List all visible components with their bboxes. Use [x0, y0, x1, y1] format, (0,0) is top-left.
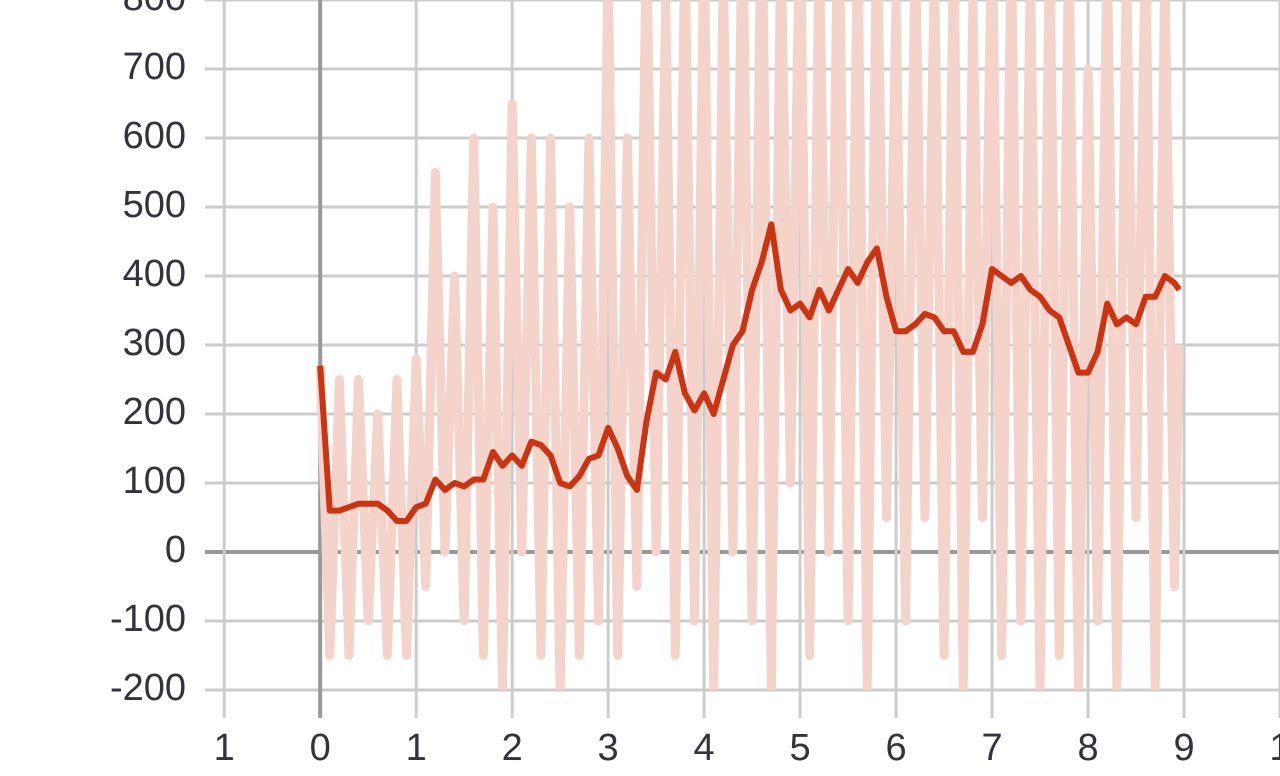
y-tick-label: 0 [165, 529, 186, 571]
y-tick-label: 300 [123, 322, 186, 364]
y-tick-label: -100 [110, 598, 186, 640]
y-tick-label: 400 [123, 253, 186, 295]
x-tick-label: 1 [214, 727, 235, 769]
x-tick-label: 4 [694, 727, 715, 769]
y-tick-label: 800 [123, 0, 186, 19]
raw-series [315, 0, 1184, 690]
x-tick-label: 8 [1077, 727, 1098, 769]
smoothed-series [317, 221, 1182, 524]
y-tick-label: -200 [110, 667, 186, 709]
x-tick-label: 0 [310, 727, 331, 769]
x-tick-label: 9 [1173, 727, 1194, 769]
y-tick-label: 200 [123, 391, 186, 433]
plot-area [315, 0, 1184, 690]
y-tick-label: 500 [123, 184, 186, 226]
x-tick-label: 6 [886, 727, 907, 769]
y-tick-label: 700 [123, 46, 186, 88]
y-tick-label: 600 [123, 115, 186, 157]
x-tick-label: 7 [981, 727, 1002, 769]
x-tick-label: 5 [790, 727, 811, 769]
x-tick-label: 1 [1269, 727, 1280, 769]
x-tick-label: 1 [406, 727, 427, 769]
x-tick-label: 2 [502, 727, 523, 769]
x-tick-label: 3 [598, 727, 619, 769]
y-tick-label: 100 [123, 460, 186, 502]
